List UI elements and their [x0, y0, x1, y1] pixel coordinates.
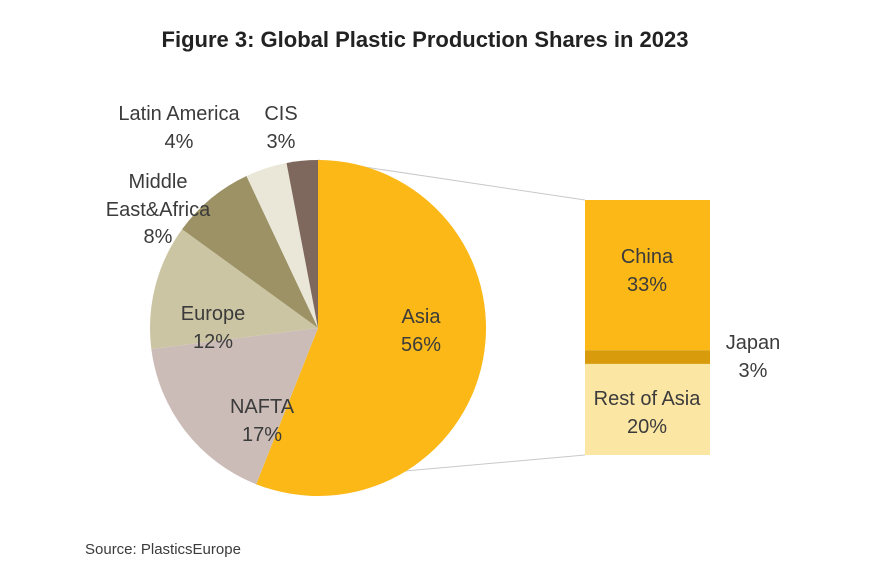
- bar-label-rest-of-asia-value: 20%: [626, 415, 668, 438]
- bar-label-rest-of-asia-name: Rest of Asia: [593, 388, 701, 410]
- bar-label-japan: Japan 3%: [726, 330, 781, 385]
- slice-label-europe: Europe 12%: [181, 301, 246, 356]
- bar-segment-china: [585, 200, 710, 351]
- slice-label-europe-name: Europe: [180, 303, 246, 325]
- bar-label-japan-value: 3%: [738, 359, 768, 382]
- slice-label-nafta: NAFTA 17%: [230, 394, 294, 449]
- slice-label-middle-east-africa-value: 8%: [143, 226, 173, 249]
- bar-label-china-value: 33%: [626, 273, 668, 296]
- slice-label-middle-east-africa-name: Middle East&Africa: [105, 171, 211, 221]
- slice-label-middle-east-africa: Middle East&Africa 8%: [78, 169, 238, 252]
- slice-label-asia: Asia 56%: [401, 304, 441, 359]
- bar-label-rest-of-asia: Rest of Asia 20%: [594, 386, 701, 441]
- slice-label-nafta-value: 17%: [241, 423, 283, 446]
- pie-slice-middle-east-africa: [182, 175, 318, 328]
- slice-label-latin-america: Latin America 4%: [118, 101, 239, 156]
- pie-slice-cis: [286, 160, 318, 328]
- slice-label-europe-value: 12%: [192, 330, 234, 353]
- slice-label-asia-value: 56%: [400, 333, 442, 356]
- bar-label-china: China 33%: [621, 244, 673, 299]
- slice-label-latin-america-value: 4%: [164, 130, 194, 153]
- slice-label-cis-value: 3%: [266, 130, 296, 153]
- bar-segment-japan: [585, 350, 710, 364]
- slice-label-cis-name: CIS: [264, 103, 298, 125]
- source-note: Source: PlasticsEurope: [85, 541, 241, 558]
- slice-label-asia-name: Asia: [401, 306, 441, 328]
- bar-segment-rest-of-asia: [585, 363, 710, 455]
- pie-slice-europe: [149, 229, 318, 350]
- bar-label-japan-name: Japan: [725, 332, 781, 354]
- pie-slice-latin-america: [246, 162, 318, 328]
- slice-label-nafta-name: NAFTA: [229, 396, 295, 418]
- slice-label-cis: CIS 3%: [264, 101, 297, 156]
- pie-slice-asia: [256, 160, 487, 496]
- pie-slice-nafta: [151, 328, 318, 485]
- chart-title: Figure 3: Global Plastic Production Shar…: [161, 27, 689, 52]
- bar-label-china-name: China: [620, 246, 674, 268]
- slice-label-latin-america-name: Latin America: [118, 103, 240, 125]
